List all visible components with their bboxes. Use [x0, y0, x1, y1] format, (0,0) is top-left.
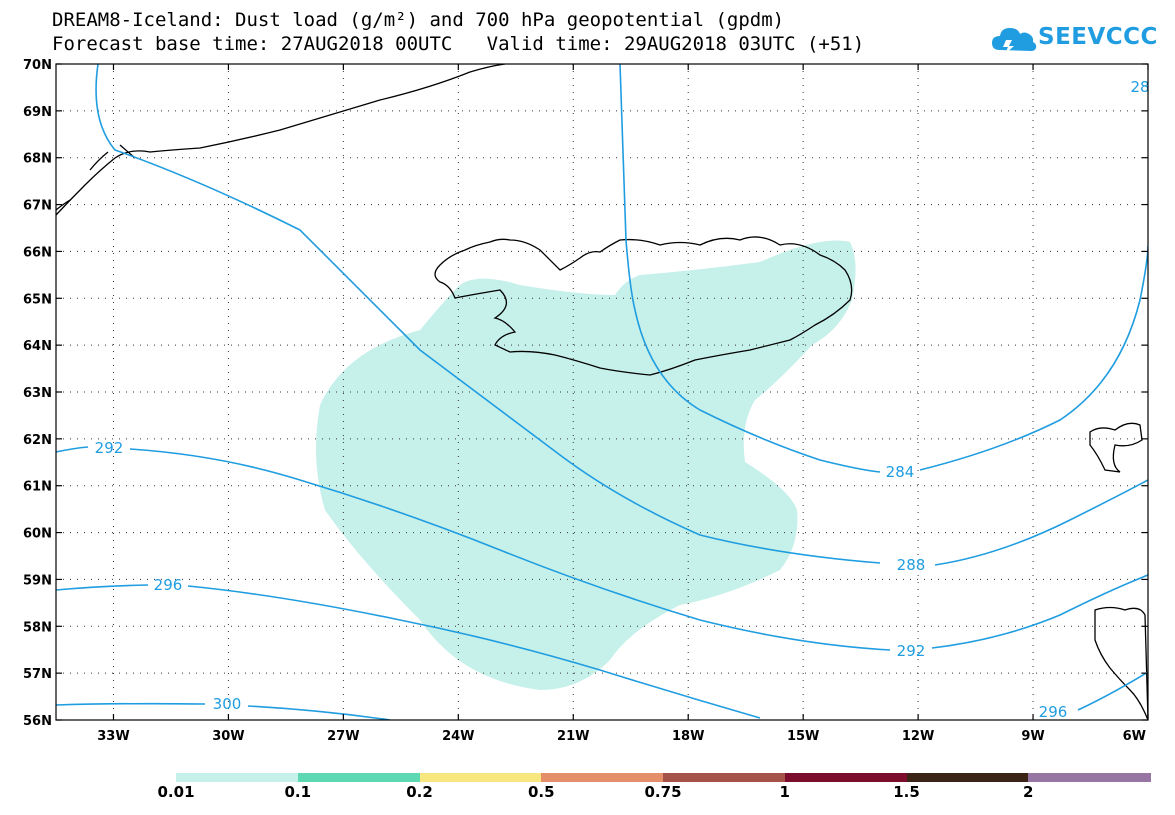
lon-label: 27W	[327, 729, 359, 744]
lat-label: 56N	[23, 714, 52, 729]
colorbar-label: 0.1	[284, 783, 312, 801]
geopotential-contours	[56, 64, 1148, 720]
lat-label: 65N	[23, 292, 52, 307]
contour-label: 288	[897, 556, 926, 574]
lon-label: 9W	[1021, 729, 1044, 744]
colorbar-segment	[784, 773, 907, 782]
colorbar-segment	[297, 773, 420, 782]
colorbar-segment	[906, 773, 1029, 782]
colorbar-label: 1.5	[893, 783, 920, 801]
lat-label: 64N	[23, 339, 52, 354]
coastlines	[56, 64, 1148, 720]
lon-label: 15W	[787, 729, 819, 744]
colorbar-label: 0.01	[157, 783, 195, 801]
dust-load-area	[316, 240, 856, 690]
lon-label: 6W	[1123, 729, 1146, 744]
colorbar-segment	[419, 773, 542, 782]
lon-label: 33W	[97, 729, 129, 744]
lon-label: 21W	[557, 729, 589, 744]
lon-label: 18W	[672, 729, 704, 744]
lat-label: 68N	[23, 152, 52, 167]
lat-label: 66N	[23, 245, 52, 260]
lat-label: 69N	[23, 105, 52, 120]
contour-label: 296	[154, 576, 183, 594]
logo-text: SEEVCCC	[1038, 24, 1158, 50]
contour-label: 284	[886, 463, 915, 481]
lat-label: 62N	[23, 433, 52, 448]
contour-label: 292	[897, 642, 926, 660]
colorbar-label: 0.5	[527, 783, 555, 801]
colorbar-label: 2	[1023, 783, 1034, 801]
lat-label: 60N	[23, 527, 52, 542]
colorbar-segment	[663, 773, 786, 782]
lat-label: 67N	[23, 199, 52, 214]
contour-label: 28	[1130, 78, 1149, 96]
lon-label: 24W	[442, 729, 474, 744]
colorbar-segment	[176, 773, 299, 782]
lon-label: 12W	[902, 729, 934, 744]
lat-label: 57N	[23, 667, 52, 682]
lon-label: 30W	[212, 729, 244, 744]
colorbar-segment	[1028, 773, 1151, 782]
map-title: DREAM8-Iceland: Dust load (g/m²) and 700…	[52, 9, 785, 31]
cloud-icon	[992, 28, 1037, 54]
map-subtitle: Forecast base time: 27AUG2018 00UTC Vali…	[52, 33, 865, 55]
contour-label: 300	[213, 695, 242, 713]
lat-label: 63N	[23, 386, 52, 401]
colorbar-label: 0.75	[644, 783, 682, 801]
lat-label: 70N	[23, 58, 52, 73]
contour-label: 296	[1039, 703, 1068, 721]
contour-label: 292	[95, 439, 124, 457]
lat-label: 61N	[23, 480, 52, 495]
lat-label: 58N	[23, 620, 52, 635]
colorbar-label: 0.2	[406, 783, 433, 801]
colorbar-label: 1	[779, 783, 790, 801]
seevccc-logo: SEEVCCC	[990, 20, 1157, 64]
map-grid	[56, 64, 1148, 720]
lat-label: 59N	[23, 573, 52, 588]
colorbar-segment	[541, 773, 664, 782]
